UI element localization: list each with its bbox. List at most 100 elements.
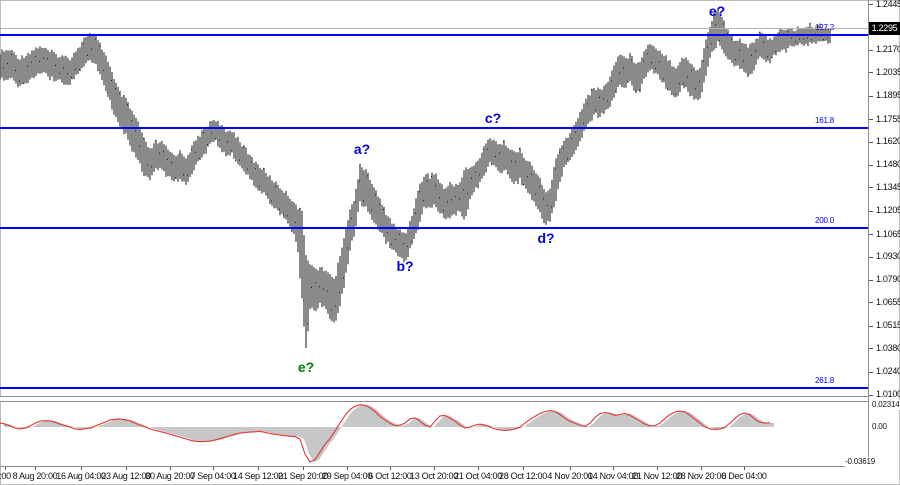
fib-line-200.0[interactable] (0, 226, 868, 229)
oscillator-area (4, 404, 774, 462)
oscillator-signal-line (0, 404, 771, 463)
time-axis-tick (744, 467, 745, 470)
fib-line-261.8[interactable] (0, 386, 868, 389)
time-axis-tick (258, 467, 259, 470)
time-axis-label: 14 Nov 04:00 (588, 471, 638, 481)
current-price-box: 1.2295 (869, 22, 900, 35)
time-axis-label: 14 Sep 12:00 (233, 471, 283, 481)
price-axis-border (868, 0, 869, 467)
price-axis-tick (869, 141, 873, 143)
time-axis-label: 21 Sep 20:00 (278, 471, 328, 481)
time-axis-label: 30 Aug 20:00 (145, 471, 195, 481)
oscillator-canvas[interactable] (0, 401, 868, 466)
time-axis-label: 23 Aug 12:00 (101, 471, 151, 481)
oscillator-pane[interactable] (0, 401, 868, 467)
time-axis-label: 29 Sep 04:00 (322, 471, 372, 481)
time-axis-label: :00 (0, 471, 11, 481)
price-axis-tick (869, 371, 873, 373)
time-axis-tick (126, 467, 127, 470)
price-axis-tick (869, 234, 873, 235)
price-axis-tick (869, 119, 873, 120)
price-axis-tick (869, 72, 873, 74)
time-axis-label: 21 Nov 12:00 (632, 471, 682, 481)
price-axis-label: 1.1895 (876, 90, 900, 101)
price-axis-label: 1.0240 (876, 366, 900, 376)
price-axis-label: 1.0100 (876, 389, 900, 400)
time-axis-label: 16 Aug 04:00 (56, 471, 106, 481)
price-axis-tick (869, 325, 873, 327)
time-axis-tick (478, 467, 479, 470)
oscillator-zero-label: 0.00 (872, 422, 887, 432)
time-axis-label: 28 Oct 12:00 (499, 471, 547, 481)
price-axis-tick (869, 4, 873, 5)
time-axis-tick (347, 467, 348, 470)
time-axis-label: 6 Oct 12:00 (368, 471, 412, 481)
oscillator-min-label: -0.03619 (845, 457, 875, 467)
price-axis-tick (869, 279, 873, 281)
time-axis-label: 6 Dec 04:00 (721, 471, 767, 481)
price-axis-tick (869, 49, 873, 51)
price-axis-tick (869, 256, 873, 258)
price-axis-tick (869, 95, 873, 97)
time-axis-label: 8 Aug 20:00 (12, 471, 58, 481)
fib-label-161.8[interactable]: 161.8 (814, 115, 834, 125)
fib-label-127.2[interactable]: 127.2 (814, 22, 834, 32)
wave-label-b-1[interactable]: b? (396, 258, 414, 274)
price-axis-label: 1.1620 (876, 136, 900, 146)
price-axis-label: 1.2035 (876, 66, 900, 77)
price-axis-label: 1.1345 (876, 181, 900, 192)
price-axis-label: 1.1205 (876, 205, 900, 216)
fib-line-161.8[interactable] (0, 126, 868, 129)
price-chart-pane[interactable]: 127.2 161.8 200.0 261.8 a? b? c? d? e? e? (0, 0, 868, 397)
price-axis-label: 1.1065 (876, 228, 900, 239)
price-bars[interactable] (0, 8, 831, 348)
time-axis-tick (613, 467, 614, 470)
wave-label-c-2[interactable]: c? (484, 110, 502, 126)
price-axis-label: 1.0655 (876, 296, 900, 307)
current-price-line (0, 28, 868, 29)
wave-label-a-0[interactable]: a? (353, 141, 371, 157)
wave-label-e-5[interactable]: e? (297, 359, 315, 375)
time-axis-label: 4 Nov 20:00 (547, 471, 593, 481)
fib-line-127.2[interactable] (0, 33, 868, 36)
time-axis-tick (213, 467, 214, 470)
time-axis-label: 21 Oct 04:00 (454, 471, 502, 481)
time-axis-tick (523, 467, 524, 470)
time-axis-tick (657, 467, 658, 470)
time-axis-tick (170, 467, 171, 470)
price-bars-canvas[interactable] (0, 0, 868, 397)
price-axis-tick (869, 210, 873, 212)
price-axis-label: 1.1755 (876, 113, 900, 124)
current-price-value: 1.2295 (871, 23, 898, 33)
time-axis-tick (570, 467, 571, 470)
wave-label-e-4[interactable]: e? (708, 3, 726, 19)
price-axis-label: 1.0930 (876, 251, 900, 261)
oscillator-max-label: 0.02314 (872, 400, 900, 410)
price-axis-tick (869, 187, 873, 189)
price-axis-label: 1.0515 (876, 320, 900, 331)
time-axis-tick (81, 467, 82, 470)
price-axis-label: 1.1480 (876, 159, 900, 170)
time-axis-label: 28 Nov 20:00 (676, 471, 726, 481)
price-axis-label: 1.0380 (876, 342, 900, 353)
price-axis-label: 1.0790 (876, 274, 900, 285)
time-axis-tick (434, 467, 435, 470)
price-axis-tick (869, 394, 873, 396)
time-axis-label: 7 Sep 04:00 (190, 471, 236, 481)
time-axis-tick (303, 467, 304, 470)
time-axis-tick (390, 467, 391, 470)
price-axis-tick (869, 164, 873, 166)
time-axis: :00 8 Aug 20:00 16 Aug 04:00 23 Aug 12:00 30… (0, 467, 900, 485)
fib-label-261.8[interactable]: 261.8 (814, 375, 834, 385)
price-axis-label: 1.2170 (876, 44, 900, 55)
pane-separator[interactable] (0, 396, 868, 402)
time-axis-tick (35, 467, 36, 470)
fib-label-200.0[interactable]: 200.0 (814, 215, 834, 225)
time-axis-tick (701, 467, 702, 470)
price-axis-tick (869, 302, 873, 304)
time-axis-label: 13 Oct 20:00 (410, 471, 458, 481)
time-axis-tick (5, 467, 6, 470)
wave-label-d-3[interactable]: d? (537, 230, 555, 246)
price-axis-tick (869, 348, 873, 350)
